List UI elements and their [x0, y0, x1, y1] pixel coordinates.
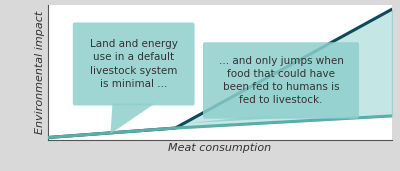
X-axis label: Meat consumption: Meat consumption	[168, 143, 272, 153]
Text: ... and only jumps when
food that could have
been fed to humans is
fed to livest: ... and only jumps when food that could …	[218, 56, 343, 105]
Text: Land and energy
use in a default
livestock system
is minimal ...: Land and energy use in a default livesto…	[90, 39, 178, 89]
Y-axis label: Environmental impact: Environmental impact	[35, 11, 45, 134]
